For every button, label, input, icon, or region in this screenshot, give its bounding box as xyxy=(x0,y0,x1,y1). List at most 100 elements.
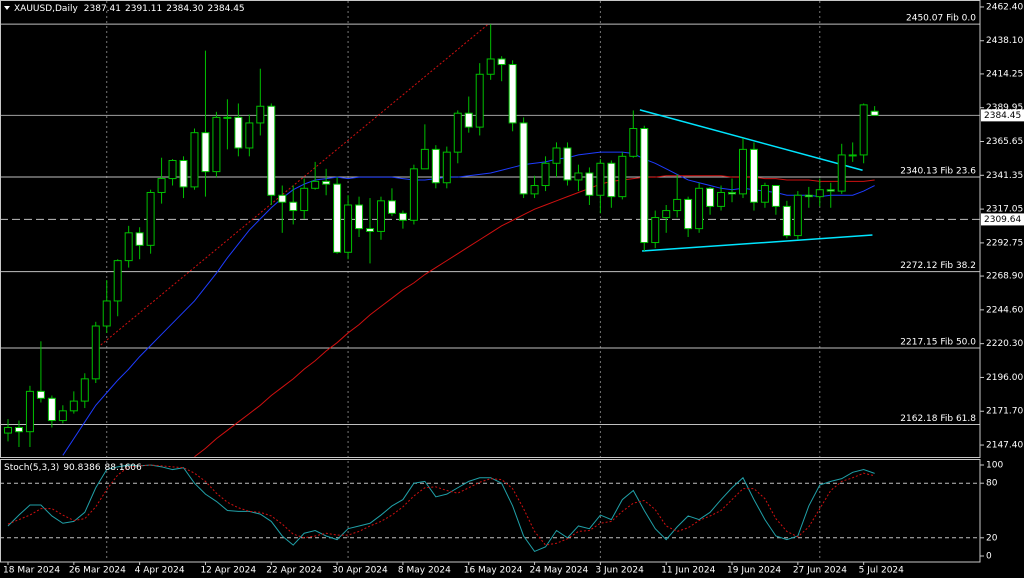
h-line-label: 2309.64 xyxy=(984,215,1021,225)
y-tick-label: 2414.25 xyxy=(986,69,1023,79)
candle-body xyxy=(552,147,561,164)
candle-body xyxy=(300,187,309,212)
candle-body xyxy=(58,410,67,422)
trendline xyxy=(94,24,488,351)
candle-body xyxy=(782,205,791,237)
y-tick-label: 20 xyxy=(986,533,998,543)
candle-body xyxy=(497,58,506,66)
stoch-title: Stoch(5,3,3) xyxy=(4,463,59,473)
candle-body xyxy=(278,194,287,203)
candle-body xyxy=(333,183,342,253)
candle-body xyxy=(409,168,418,221)
trendline xyxy=(642,234,873,252)
y-tick-label: 2171.70 xyxy=(986,407,1023,417)
y-tick-label: 0 xyxy=(986,551,992,561)
candle-body xyxy=(36,390,45,399)
ohlc-close: 2384.45 xyxy=(207,4,244,14)
fib-label: 2162.18 Fib 61.8 xyxy=(900,414,976,424)
candle-body xyxy=(738,148,747,195)
candle-body xyxy=(376,200,385,232)
candle-body xyxy=(245,122,254,149)
candle-body xyxy=(519,122,528,195)
stoch-line xyxy=(7,464,875,553)
candle-body xyxy=(102,300,111,327)
candle-body xyxy=(749,148,758,203)
main-panel: 2450.07 Fib 0.0 2340.13 Fib 23.6 2272.12 F… xyxy=(0,14,980,457)
candle-body xyxy=(212,116,221,173)
candle-body xyxy=(695,187,704,230)
candle-body xyxy=(618,155,627,198)
candle-body xyxy=(453,112,462,153)
stoch-main-value: 90.8386 xyxy=(63,463,100,473)
moving-average xyxy=(194,175,875,457)
candle-body xyxy=(870,110,879,116)
fib-label: 2272.12 Fib 38.2 xyxy=(900,261,976,271)
candle-body xyxy=(267,105,276,196)
candle-body xyxy=(146,191,155,246)
y-tick-label: 2244.60 xyxy=(986,305,1023,315)
candle-body xyxy=(793,194,802,237)
y-tick-label: 2268.90 xyxy=(986,272,1023,282)
y-tick-label: 2341.35 xyxy=(986,171,1023,181)
candle-body xyxy=(760,185,769,203)
fib-label: 2450.07 Fib 0.0 xyxy=(906,14,976,24)
x-tick-label: 8 May 2024 xyxy=(398,566,451,576)
candle-body xyxy=(179,159,188,188)
candle-body xyxy=(420,148,429,170)
y-tick-label: 100 xyxy=(986,461,1003,471)
y-tick-label: 2317.05 xyxy=(986,205,1023,215)
x-tick-label: 27 Jun 2024 xyxy=(793,566,847,576)
candle-body xyxy=(80,378,89,402)
candle-body xyxy=(706,187,715,207)
axes: 2462.40 2438.10 2414.25 2389.95 2365.65 2341.… xyxy=(3,2,1024,576)
candle-body xyxy=(25,390,34,433)
candle-body xyxy=(168,159,177,180)
candle-body xyxy=(14,427,23,433)
h-line-box xyxy=(981,213,1024,226)
candle-body xyxy=(113,260,122,302)
candle-body xyxy=(826,189,835,192)
collapse-icon[interactable] xyxy=(4,6,10,10)
candle-body xyxy=(859,104,868,156)
x-tick-label: 22 Apr 2024 xyxy=(266,566,322,576)
fib-label: 2340.13 Fib 23.6 xyxy=(900,167,976,177)
candle-body xyxy=(651,217,660,244)
candle-body xyxy=(508,64,517,124)
stoch-header: Stoch(5,3,3) 90.8386 88.1606 xyxy=(4,463,142,473)
trendline xyxy=(639,109,863,171)
ohlc-high: 2391.11 xyxy=(125,4,162,14)
candle-body xyxy=(717,191,726,207)
candle-body xyxy=(223,116,232,119)
candle-body xyxy=(486,58,495,75)
candle-body xyxy=(574,172,583,181)
candle-body xyxy=(47,397,56,422)
candle-body xyxy=(234,116,243,149)
candle-body xyxy=(442,151,451,184)
candle-body xyxy=(475,73,484,128)
candle-body xyxy=(563,147,572,181)
candle-body xyxy=(673,198,682,212)
candle-body xyxy=(585,172,594,196)
candle-body xyxy=(311,180,320,189)
candle-body xyxy=(322,180,331,185)
candle-body xyxy=(662,210,671,219)
x-tick-label: 19 Jun 2024 xyxy=(727,566,781,576)
candle-body xyxy=(464,112,473,128)
candle-body xyxy=(684,198,693,230)
x-tick-label: 4 Apr 2024 xyxy=(135,566,185,576)
y-tick-label: 2462.40 xyxy=(986,2,1023,12)
candle-body xyxy=(815,189,824,198)
y-tick-label: 2292.75 xyxy=(986,238,1023,248)
candle-body xyxy=(190,132,199,188)
ohlc-open: 2387.41 xyxy=(84,4,121,14)
candle-body xyxy=(4,427,12,434)
main-frame xyxy=(0,0,981,458)
y-tick-label: 2196.00 xyxy=(986,373,1023,383)
x-tick-label: 30 Apr 2024 xyxy=(332,566,388,576)
candle-body xyxy=(728,191,737,195)
x-tick-label: 3 Jun 2024 xyxy=(595,566,644,576)
main-header: XAUUSD,Daily 2387.41 2391.11 2384.30 2384.45 xyxy=(14,4,245,14)
x-tick-label: 16 May 2024 xyxy=(464,566,523,576)
candle-body xyxy=(366,228,375,232)
